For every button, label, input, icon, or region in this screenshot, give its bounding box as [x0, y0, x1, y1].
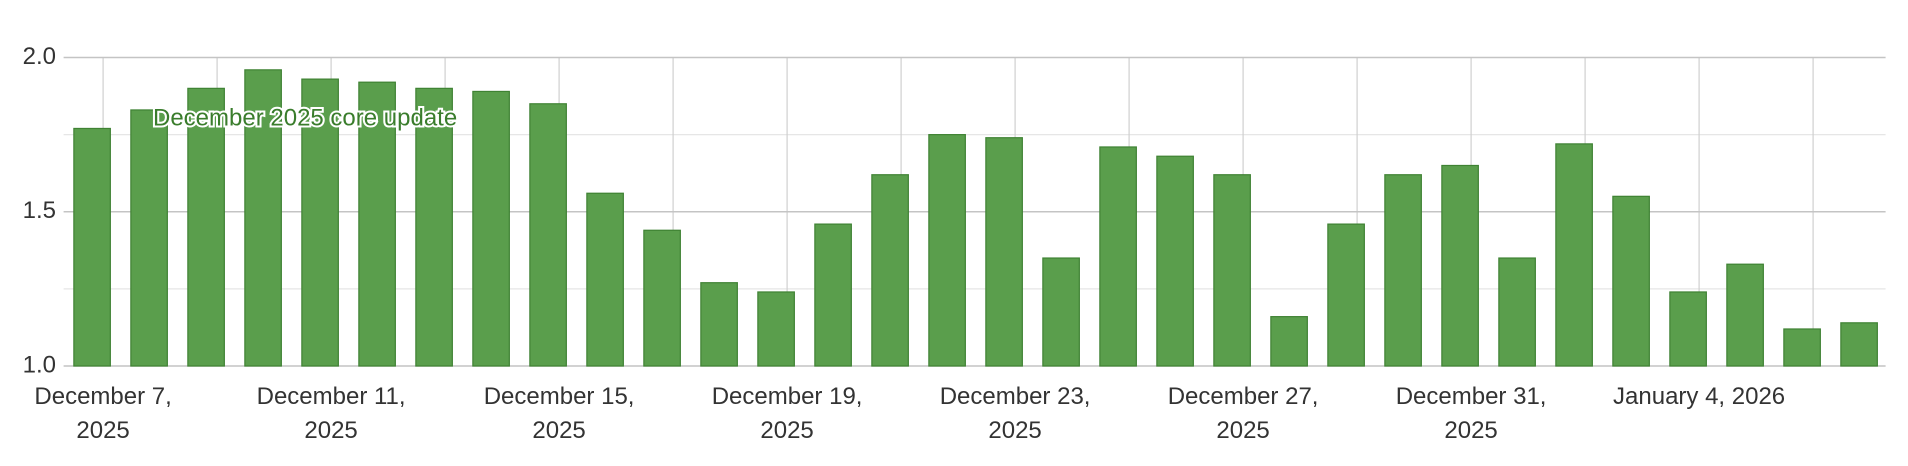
bar [1612, 195, 1650, 367]
bar [73, 127, 111, 367]
bar [757, 291, 795, 367]
bar [1498, 257, 1536, 367]
x-tick-label: December 27, 2025 [1167, 383, 1319, 444]
bar [1555, 143, 1593, 367]
bar [1840, 322, 1878, 367]
x-tick-label: December 19, 2025 [711, 383, 863, 444]
bar [814, 223, 852, 367]
bar [1441, 164, 1479, 367]
bar [985, 137, 1023, 367]
bar [301, 78, 339, 367]
y-tick-label: 1.5 [23, 197, 56, 224]
bar [1099, 146, 1137, 367]
x-tick-label: December 7, 2025 [34, 383, 172, 444]
bar [643, 229, 681, 367]
x-tick-label: January 4, 2026 [1613, 383, 1786, 410]
bar [187, 87, 225, 367]
bar [1726, 263, 1764, 367]
annotation: December 2025 core update [153, 104, 457, 131]
bar [586, 192, 624, 367]
bar [1156, 155, 1194, 367]
y-tick-label: 2.0 [23, 43, 56, 70]
bar [928, 134, 966, 367]
bar [1669, 291, 1707, 367]
bar [244, 69, 282, 367]
bar [1327, 223, 1365, 367]
bar [472, 90, 510, 367]
bar [871, 174, 909, 367]
bar [1783, 328, 1821, 367]
bar [415, 87, 453, 367]
x-tick-label: December 23, 2025 [939, 383, 1091, 444]
x-tick-label: December 31, 2025 [1395, 383, 1547, 444]
bar [1042, 257, 1080, 367]
x-tick-label: December 15, 2025 [483, 383, 635, 444]
x-tick-label: December 11, 2025 [256, 383, 406, 444]
bar [1384, 174, 1422, 367]
bar [1270, 316, 1308, 367]
bar [1213, 174, 1251, 367]
bar [700, 282, 738, 367]
bar [130, 109, 168, 367]
y-tick-label: 1.0 [23, 351, 56, 378]
bar [358, 81, 396, 367]
bar [529, 103, 567, 367]
